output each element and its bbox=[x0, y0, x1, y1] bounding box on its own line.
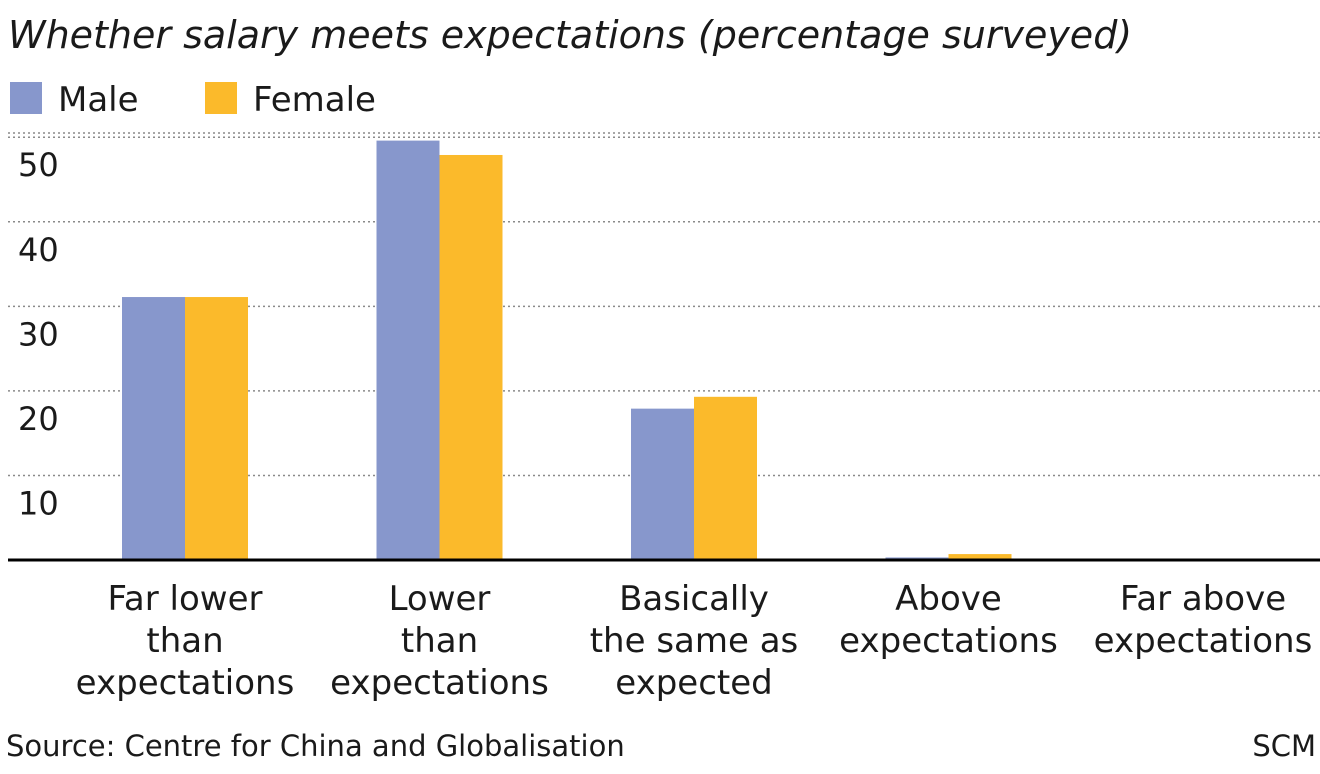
legend-swatch-male bbox=[10, 82, 42, 114]
x-tick-label: Basically bbox=[619, 579, 769, 619]
y-tick-label: 50 bbox=[18, 146, 59, 184]
bar-female bbox=[948, 554, 1012, 560]
bar-male bbox=[376, 140, 440, 560]
x-axis-labels: Far lowerthanexpectationsLowerthanexpect… bbox=[76, 579, 1313, 703]
legend: Male Female bbox=[10, 80, 376, 120]
y-tick-label: 40 bbox=[18, 231, 59, 269]
x-tick-label: expected bbox=[615, 663, 772, 703]
x-tick-label: expectations bbox=[330, 663, 549, 703]
y-axis-ticks: 10 20 30 40 50 bbox=[18, 146, 59, 522]
bar-female bbox=[439, 154, 503, 560]
bar-male bbox=[122, 297, 185, 560]
x-tick-label: expectations bbox=[839, 621, 1058, 661]
x-tick-label: the same as bbox=[590, 621, 799, 661]
source-note: Source: Centre for China and Globalisati… bbox=[6, 729, 625, 763]
legend-label-male: Male bbox=[58, 80, 139, 120]
x-tick-label: Far above bbox=[1120, 579, 1286, 619]
y-tick-label: 30 bbox=[18, 315, 59, 353]
x-tick-label: than bbox=[401, 621, 478, 661]
legend-swatch-female bbox=[205, 82, 237, 114]
bar-female bbox=[694, 396, 757, 560]
x-tick-label: Lower bbox=[389, 579, 491, 619]
x-tick-label: than bbox=[146, 621, 223, 661]
x-tick-label: Far lower bbox=[107, 579, 262, 619]
legend-label-female: Female bbox=[253, 80, 376, 120]
x-tick-label: expectations bbox=[76, 663, 295, 703]
bar-female bbox=[185, 297, 248, 560]
chart-title: Whether salary meets expectations (perce… bbox=[8, 13, 1132, 57]
bar-male bbox=[631, 408, 694, 560]
x-tick-label: expectations bbox=[1094, 621, 1313, 661]
credit-label: SCM bbox=[1252, 729, 1316, 763]
y-tick-label: 20 bbox=[18, 400, 59, 438]
bars bbox=[122, 140, 1012, 560]
x-tick-label: Above bbox=[895, 579, 1002, 619]
y-tick-label: 10 bbox=[18, 484, 59, 522]
